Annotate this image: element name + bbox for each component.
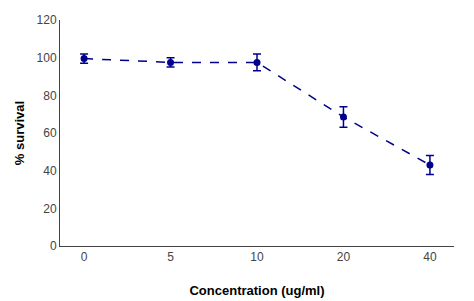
svg-text:120: 120: [37, 13, 57, 27]
svg-text:10: 10: [250, 250, 264, 264]
svg-text:% survival: % survival: [12, 101, 27, 165]
svg-text:20: 20: [337, 250, 351, 264]
svg-text:40: 40: [43, 164, 57, 178]
svg-text:40: 40: [423, 250, 437, 264]
svg-text:80: 80: [43, 89, 57, 103]
svg-text:0: 0: [81, 250, 88, 264]
svg-text:Concentration (ug/ml): Concentration (ug/ml): [189, 283, 324, 298]
svg-text:5: 5: [167, 250, 174, 264]
svg-text:20: 20: [43, 202, 57, 216]
svg-text:0: 0: [50, 239, 57, 253]
svg-text:100: 100: [37, 51, 57, 65]
svg-text:60: 60: [43, 126, 57, 140]
